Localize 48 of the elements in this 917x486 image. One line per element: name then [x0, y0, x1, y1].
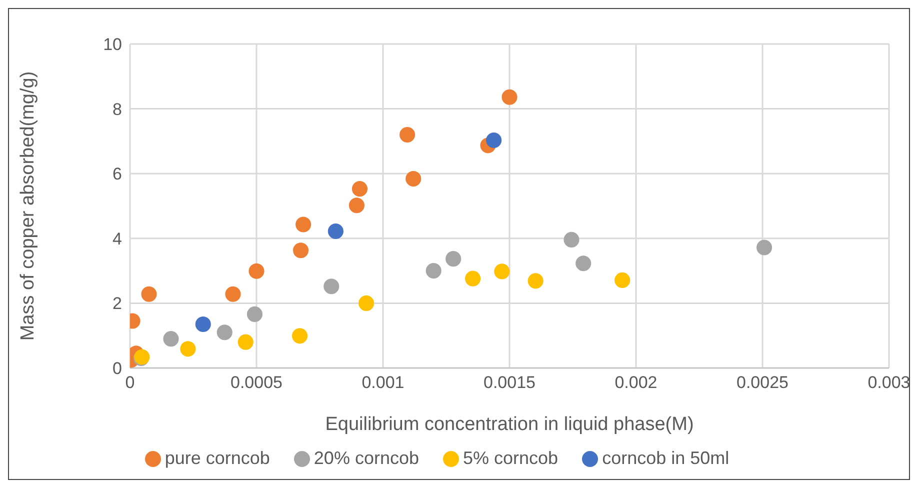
point: [352, 181, 368, 197]
point: [756, 240, 772, 256]
point: [486, 132, 502, 148]
y-tick-label: 0: [112, 359, 122, 378]
point: [614, 272, 630, 288]
y-tick-label: 6: [112, 164, 122, 184]
point: [163, 331, 179, 347]
point: [195, 316, 211, 332]
x-tick-label: 0.0025: [736, 373, 788, 392]
point: [292, 328, 308, 344]
point: [216, 324, 232, 340]
point: [180, 341, 196, 357]
point: [502, 89, 518, 105]
point: [358, 295, 374, 311]
x-tick-label: 0.001: [362, 373, 404, 392]
point: [225, 286, 241, 302]
point: [426, 263, 442, 279]
point: [528, 273, 544, 289]
point: [246, 306, 263, 322]
point: [141, 286, 157, 302]
point: [446, 251, 462, 267]
point: [400, 126, 416, 142]
y-axis-title: Mass of copper absorbed(mg/g): [18, 71, 39, 341]
point: [296, 216, 312, 232]
point: [328, 224, 344, 240]
x-tick-label: 0.0015: [484, 373, 536, 392]
x-axis-title: Equilibrium concentration in liquid phase(M): [325, 414, 694, 435]
point: [238, 334, 254, 350]
point: [406, 171, 422, 187]
y-tick-label: 4: [112, 229, 122, 248]
point: [348, 198, 364, 214]
legend-label: 20% corncob: [314, 448, 419, 468]
point: [324, 278, 340, 294]
y-tick-label: 2: [112, 294, 122, 314]
y-tick-label: 10: [103, 35, 122, 54]
point: [494, 264, 510, 280]
point: [465, 270, 481, 286]
legend-label: pure corncob: [164, 448, 270, 468]
x-tick-label: 0.002: [614, 373, 658, 392]
y-tick-label: 8: [112, 100, 122, 119]
point: [576, 256, 592, 272]
point: [293, 242, 309, 258]
legend-label: 5% corncob: [463, 448, 558, 468]
point: [248, 263, 264, 279]
point: [564, 232, 580, 248]
x-tick-label: 0.0005: [230, 373, 282, 392]
legend-label: corncob in 50ml: [602, 448, 730, 468]
x-tick-label: 0: [125, 373, 135, 392]
